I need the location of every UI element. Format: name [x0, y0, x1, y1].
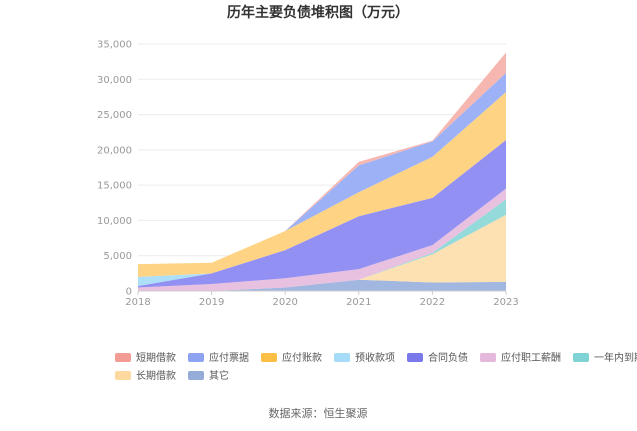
- legend-label: 其它: [209, 369, 229, 382]
- legend-item[interactable]: 应付职工薪酬: [480, 351, 561, 364]
- y-tick-label: 0: [126, 287, 132, 298]
- legend-swatch: [480, 353, 496, 362]
- legend-label: 一年内到期的非流动负债: [594, 351, 637, 364]
- y-tick-label: 30,000: [97, 75, 132, 86]
- y-tick-label: 10,000: [97, 216, 132, 227]
- legend-label: 应付账款: [282, 351, 322, 364]
- area-合同负债: [138, 139, 506, 288]
- legend-swatch: [573, 353, 589, 362]
- legend-label: 短期借款: [136, 351, 176, 364]
- legend-label: 应付票据: [209, 351, 249, 364]
- y-tick-label: 35,000: [97, 40, 132, 51]
- x-tick-label: 2021: [346, 297, 371, 308]
- legend-item[interactable]: 其它: [188, 369, 229, 382]
- legend-swatch: [261, 353, 277, 362]
- legend-label: 合同负债: [428, 351, 468, 364]
- x-tick-label: 2019: [199, 297, 224, 308]
- legend-label: 预收款项: [355, 351, 395, 364]
- legend-label: 应付职工薪酬: [501, 351, 561, 364]
- legend: 短期借款 应付票据 应付账款 预收款项 合同负债 应付职工薪酬 一年内到期的非流动负债长期借…: [115, 351, 637, 382]
- legend-item[interactable]: 一年内到期的非流动负债: [573, 351, 637, 364]
- x-tick-label: 2023: [493, 297, 518, 308]
- y-tick-label: 25,000: [97, 110, 132, 121]
- legend-swatch: [334, 353, 350, 362]
- legend-item[interactable]: 应付账款: [261, 351, 322, 364]
- area-series: [138, 52, 506, 291]
- legend-label: 长期借款: [136, 369, 176, 382]
- axes: 0 5,000 10,000 15,000 20,000 25,000 30,000 35,0…: [97, 40, 519, 309]
- legend-swatch: [115, 353, 131, 362]
- legend-item[interactable]: 合同负债: [407, 351, 468, 364]
- x-tick-label: 2020: [272, 297, 297, 308]
- legend-swatch: [115, 371, 131, 380]
- area-应付账款: [138, 91, 506, 277]
- legend-swatch: [188, 353, 204, 362]
- y-tick-label: 20,000: [97, 145, 132, 156]
- x-tick-label: 2022: [420, 297, 445, 308]
- legend-swatch: [188, 371, 204, 380]
- legend-item[interactable]: 应付票据: [188, 351, 249, 364]
- area-其它: [138, 279, 506, 291]
- legend-item[interactable]: 短期借款: [115, 351, 176, 364]
- chart-title: 历年主要负债堆积图（万元）: [227, 4, 409, 21]
- legend-swatch: [407, 353, 423, 362]
- legend-item[interactable]: 预收款项: [334, 351, 395, 364]
- legend-item[interactable]: 长期借款: [115, 369, 176, 382]
- data-source-note: 数据来源：恒生聚源: [269, 406, 368, 420]
- area-长期借款: [138, 214, 506, 291]
- y-tick-label: 15,000: [97, 181, 132, 192]
- y-tick-label: 5,000: [103, 251, 132, 262]
- x-tick-label: 2018: [125, 297, 150, 308]
